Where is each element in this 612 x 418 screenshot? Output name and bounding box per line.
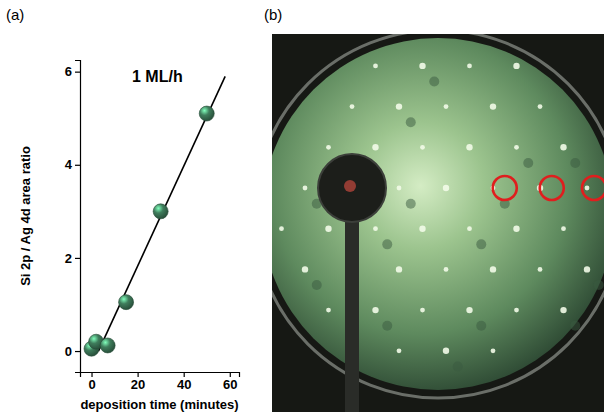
figure: (a) 0 20 40 60 0 2 4 6 deposition time (minutes) S… [0, 0, 612, 418]
diffraction-spot [513, 63, 519, 69]
y-axis-title: Si 2p / Ag 4d area ratio [18, 146, 33, 286]
panel-label: (b) [264, 6, 282, 23]
tick-label: 60 [223, 377, 237, 392]
electron-gun [318, 154, 386, 222]
diffraction-spot [467, 226, 472, 231]
diffraction-spot [466, 144, 472, 150]
diffraction-spot [279, 226, 284, 231]
tick-mark [75, 165, 80, 166]
highlight-circle [493, 176, 517, 200]
tick: 6 [65, 64, 80, 79]
highlight-circle [540, 176, 564, 200]
screen-rim [272, 34, 604, 398]
tick: 60 [223, 372, 237, 392]
diffraction-spot [396, 266, 402, 272]
tick-label: 20 [131, 377, 145, 392]
tick-mark [75, 258, 80, 259]
diffraction-spot [490, 266, 496, 272]
diffraction-spot [419, 63, 425, 69]
shadow-spot [406, 117, 416, 127]
shadow-spot [476, 321, 486, 331]
gun-filament [344, 180, 356, 192]
diffraction-spot [302, 266, 308, 272]
shadow-spot [312, 280, 322, 290]
tick: 2 [65, 251, 80, 266]
shadow-spot [570, 158, 580, 168]
axis-line [81, 373, 240, 378]
highlight-circle [582, 176, 604, 200]
tick-label: 0 [88, 377, 95, 392]
shadow-spot [429, 77, 439, 87]
shadow-spot [594, 280, 604, 290]
tick: 4 [65, 157, 80, 172]
diffraction-spot [467, 63, 472, 68]
diffraction-spot [420, 145, 425, 150]
tick: 0 [88, 372, 95, 392]
diffraction-spot [372, 307, 378, 313]
diffraction-spot [513, 226, 519, 232]
diffraction-spot [444, 104, 449, 109]
diffraction-spot [514, 308, 519, 313]
diffraction-spot [538, 104, 543, 109]
shadow-spot [523, 158, 533, 168]
diffraction-spot [397, 186, 402, 191]
screen [272, 38, 604, 390]
tick-label: 0 [65, 344, 72, 359]
y-axis: 0 2 4 6 [65, 61, 81, 373]
diffraction-spot [584, 266, 590, 272]
tick-label: 4 [65, 157, 73, 172]
fit-line [98, 76, 225, 351]
diffraction-spot [325, 226, 331, 232]
diffraction-spot [443, 348, 449, 354]
shadow-spot [476, 239, 486, 249]
shadow-spot [570, 321, 580, 331]
tick: 40 [177, 372, 191, 392]
diffraction-spot [490, 103, 496, 109]
plot-area [84, 76, 225, 356]
tick-mark [75, 351, 80, 352]
diffraction-spot [560, 144, 566, 150]
diffraction-spot [560, 307, 566, 313]
x-axis: 0 20 40 60 [81, 372, 240, 392]
diffraction-spot [373, 226, 378, 231]
shadow-spot [453, 361, 463, 371]
data-point [100, 338, 115, 353]
x-axis-title: deposition time (minutes) [80, 397, 238, 412]
annotation: 1 ML/h [132, 68, 183, 85]
tick-label: 2 [65, 251, 72, 266]
diffraction-spot [444, 267, 449, 272]
diffraction-spot [326, 145, 331, 150]
shadow-spot [382, 239, 392, 249]
diffraction-spot [396, 103, 402, 109]
diffraction-spot [466, 307, 472, 313]
panel-label: (a) [6, 6, 24, 23]
data-point [119, 295, 134, 310]
diffraction-spot [514, 145, 519, 150]
diffraction-spot [303, 186, 308, 191]
axis-line [75, 61, 81, 373]
tick-label: 6 [65, 64, 72, 79]
shadow-spot [382, 321, 392, 331]
shadow-spot [406, 199, 416, 209]
diffraction-spot [397, 348, 402, 353]
diffraction-spot [373, 63, 378, 68]
diffraction-spot [585, 186, 590, 191]
diffraction-spot [561, 226, 566, 231]
data-point [199, 106, 214, 121]
data-point [153, 204, 168, 219]
diffraction-spot [443, 185, 449, 191]
diffraction-spot [326, 308, 331, 313]
tick-label: 40 [177, 377, 191, 392]
diffraction-spot [419, 226, 425, 232]
leed-image [272, 34, 604, 412]
diffraction-spot [350, 104, 355, 109]
diffraction-spot [491, 348, 496, 353]
tick: 20 [131, 372, 145, 392]
diffraction-spot [420, 308, 425, 313]
diffraction-spot [372, 144, 378, 150]
tick: 0 [65, 344, 80, 359]
tick-mark [75, 72, 80, 73]
diffraction-spot [538, 267, 543, 272]
